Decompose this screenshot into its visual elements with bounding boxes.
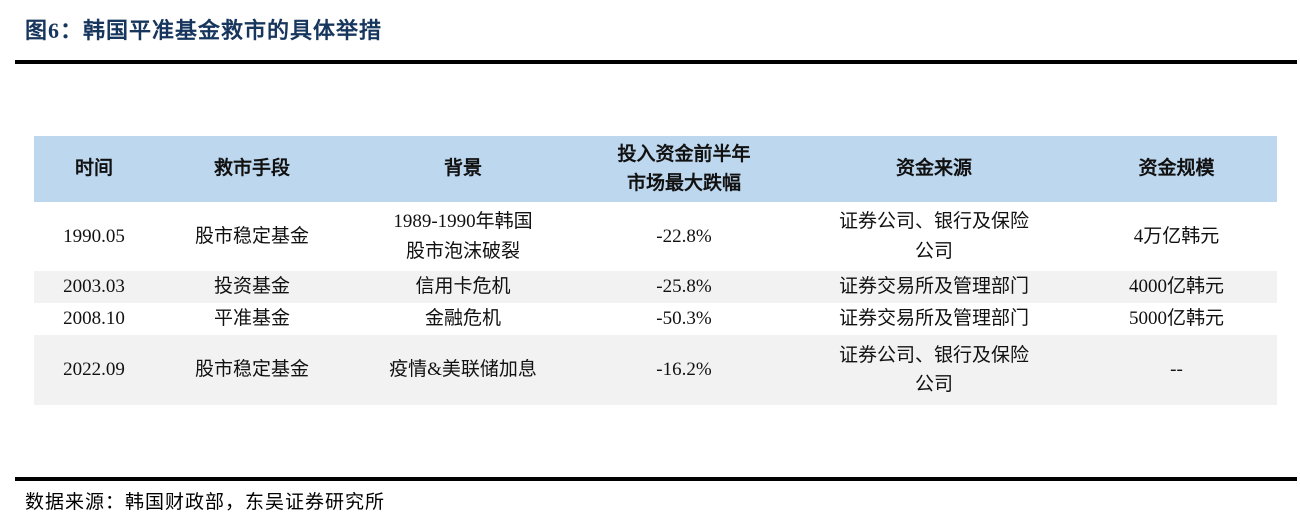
figure-title: 图6：韩国平准基金救市的具体举措 xyxy=(25,18,383,43)
cell-drawdown: -22.8% xyxy=(656,225,712,247)
col-header-scale: 资金规模 xyxy=(1076,136,1277,202)
cell-background: 1989-1990年韩国 股市泡沫破裂 xyxy=(393,211,533,262)
cell-time: 1990.05 xyxy=(63,225,125,247)
table-row: 2003.03 投资基金 信用卡危机 -25.8% 证券交易所及管理部门 400… xyxy=(34,271,1277,303)
cell-drawdown: -50.3% xyxy=(656,308,712,330)
cell-funding-source: 证券交易所及管理部门 xyxy=(792,271,1076,303)
col-header-time: 时间 xyxy=(34,136,154,202)
table-row: 2008.10 平准基金 金融危机 -50.3% 证券交易所及管理部门 5000… xyxy=(34,303,1277,335)
data-source-note: 数据来源：韩国财政部，东吴证券研究所 xyxy=(25,492,386,513)
cell-time: 2022.09 xyxy=(34,335,154,405)
stabilization-fund-table: 时间 救市手段 背景 投入资金前半年 市场最大跌幅 资金来源 资金规模 1990… xyxy=(34,136,1277,405)
cell-funding-source: 证券交易所及管理部门 xyxy=(838,308,1029,330)
cell-drawdown: -16.2% xyxy=(576,335,792,405)
col-header-method: 救市手段 xyxy=(154,136,350,202)
cell-method: 股市稳定基金 xyxy=(194,225,309,247)
top-rule xyxy=(15,60,1297,64)
cell-time: 2003.03 xyxy=(34,271,154,303)
table-header-row: 时间 救市手段 背景 投入资金前半年 市场最大跌幅 资金来源 资金规模 xyxy=(34,136,1277,202)
table-row: 2022.09 股市稳定基金 疫情&美联储加息 -16.2% 证券公司、银行及保… xyxy=(34,335,1277,405)
cell-background: 疫情&美联储加息 xyxy=(350,335,576,405)
cell-funding-source: 证券公司、银行及保险 公司 xyxy=(838,211,1029,262)
col-header-funding-source: 资金来源 xyxy=(792,136,1076,202)
table-row: 1990.05 股市稳定基金 1989-1990年韩国 股市泡沫破裂 -22.8… xyxy=(34,202,1277,271)
cell-drawdown: -25.8% xyxy=(576,271,792,303)
bottom-rule xyxy=(15,477,1297,481)
cell-scale: -- xyxy=(1076,335,1277,405)
cell-method: 平准基金 xyxy=(213,308,290,330)
cell-funding-source: 证券公司、银行及保险 公司 xyxy=(792,335,1076,405)
col-header-background: 背景 xyxy=(350,136,576,202)
cell-method: 股市稳定基金 xyxy=(154,335,350,405)
cell-scale: 4万亿韩元 xyxy=(1133,225,1220,247)
cell-scale: 4000亿韩元 xyxy=(1076,271,1277,303)
cell-background: 信用卡危机 xyxy=(350,271,576,303)
cell-background: 金融危机 xyxy=(424,308,501,330)
cell-time: 2008.10 xyxy=(63,308,125,330)
cell-scale: 5000亿韩元 xyxy=(1128,308,1224,330)
col-header-drawdown: 投入资金前半年 市场最大跌幅 xyxy=(576,136,792,202)
cell-method: 投资基金 xyxy=(154,271,350,303)
